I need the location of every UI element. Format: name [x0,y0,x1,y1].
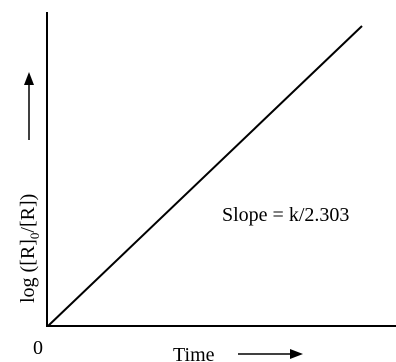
series-layer [47,25,363,327]
x-axis-arrow-head [290,349,303,359]
y-axis-label-main: log ([R] [17,239,39,303]
y-axis-label: log ([R]0/[R]) [17,194,42,303]
series-line-0 [47,25,363,327]
x-axis-arrow [238,349,303,359]
y-axis-arrow-head [24,72,34,85]
plot-area [46,12,396,327]
y-axis-label-subscript: 0 [27,233,42,240]
x-axis-label: Time [173,344,215,362]
slope-annotation: Slope = k/2.303 [222,204,349,226]
y-axis-label-end: /[R]) [17,194,39,233]
origin-label: 0 [33,337,43,359]
y-axis-arrow [24,72,34,140]
